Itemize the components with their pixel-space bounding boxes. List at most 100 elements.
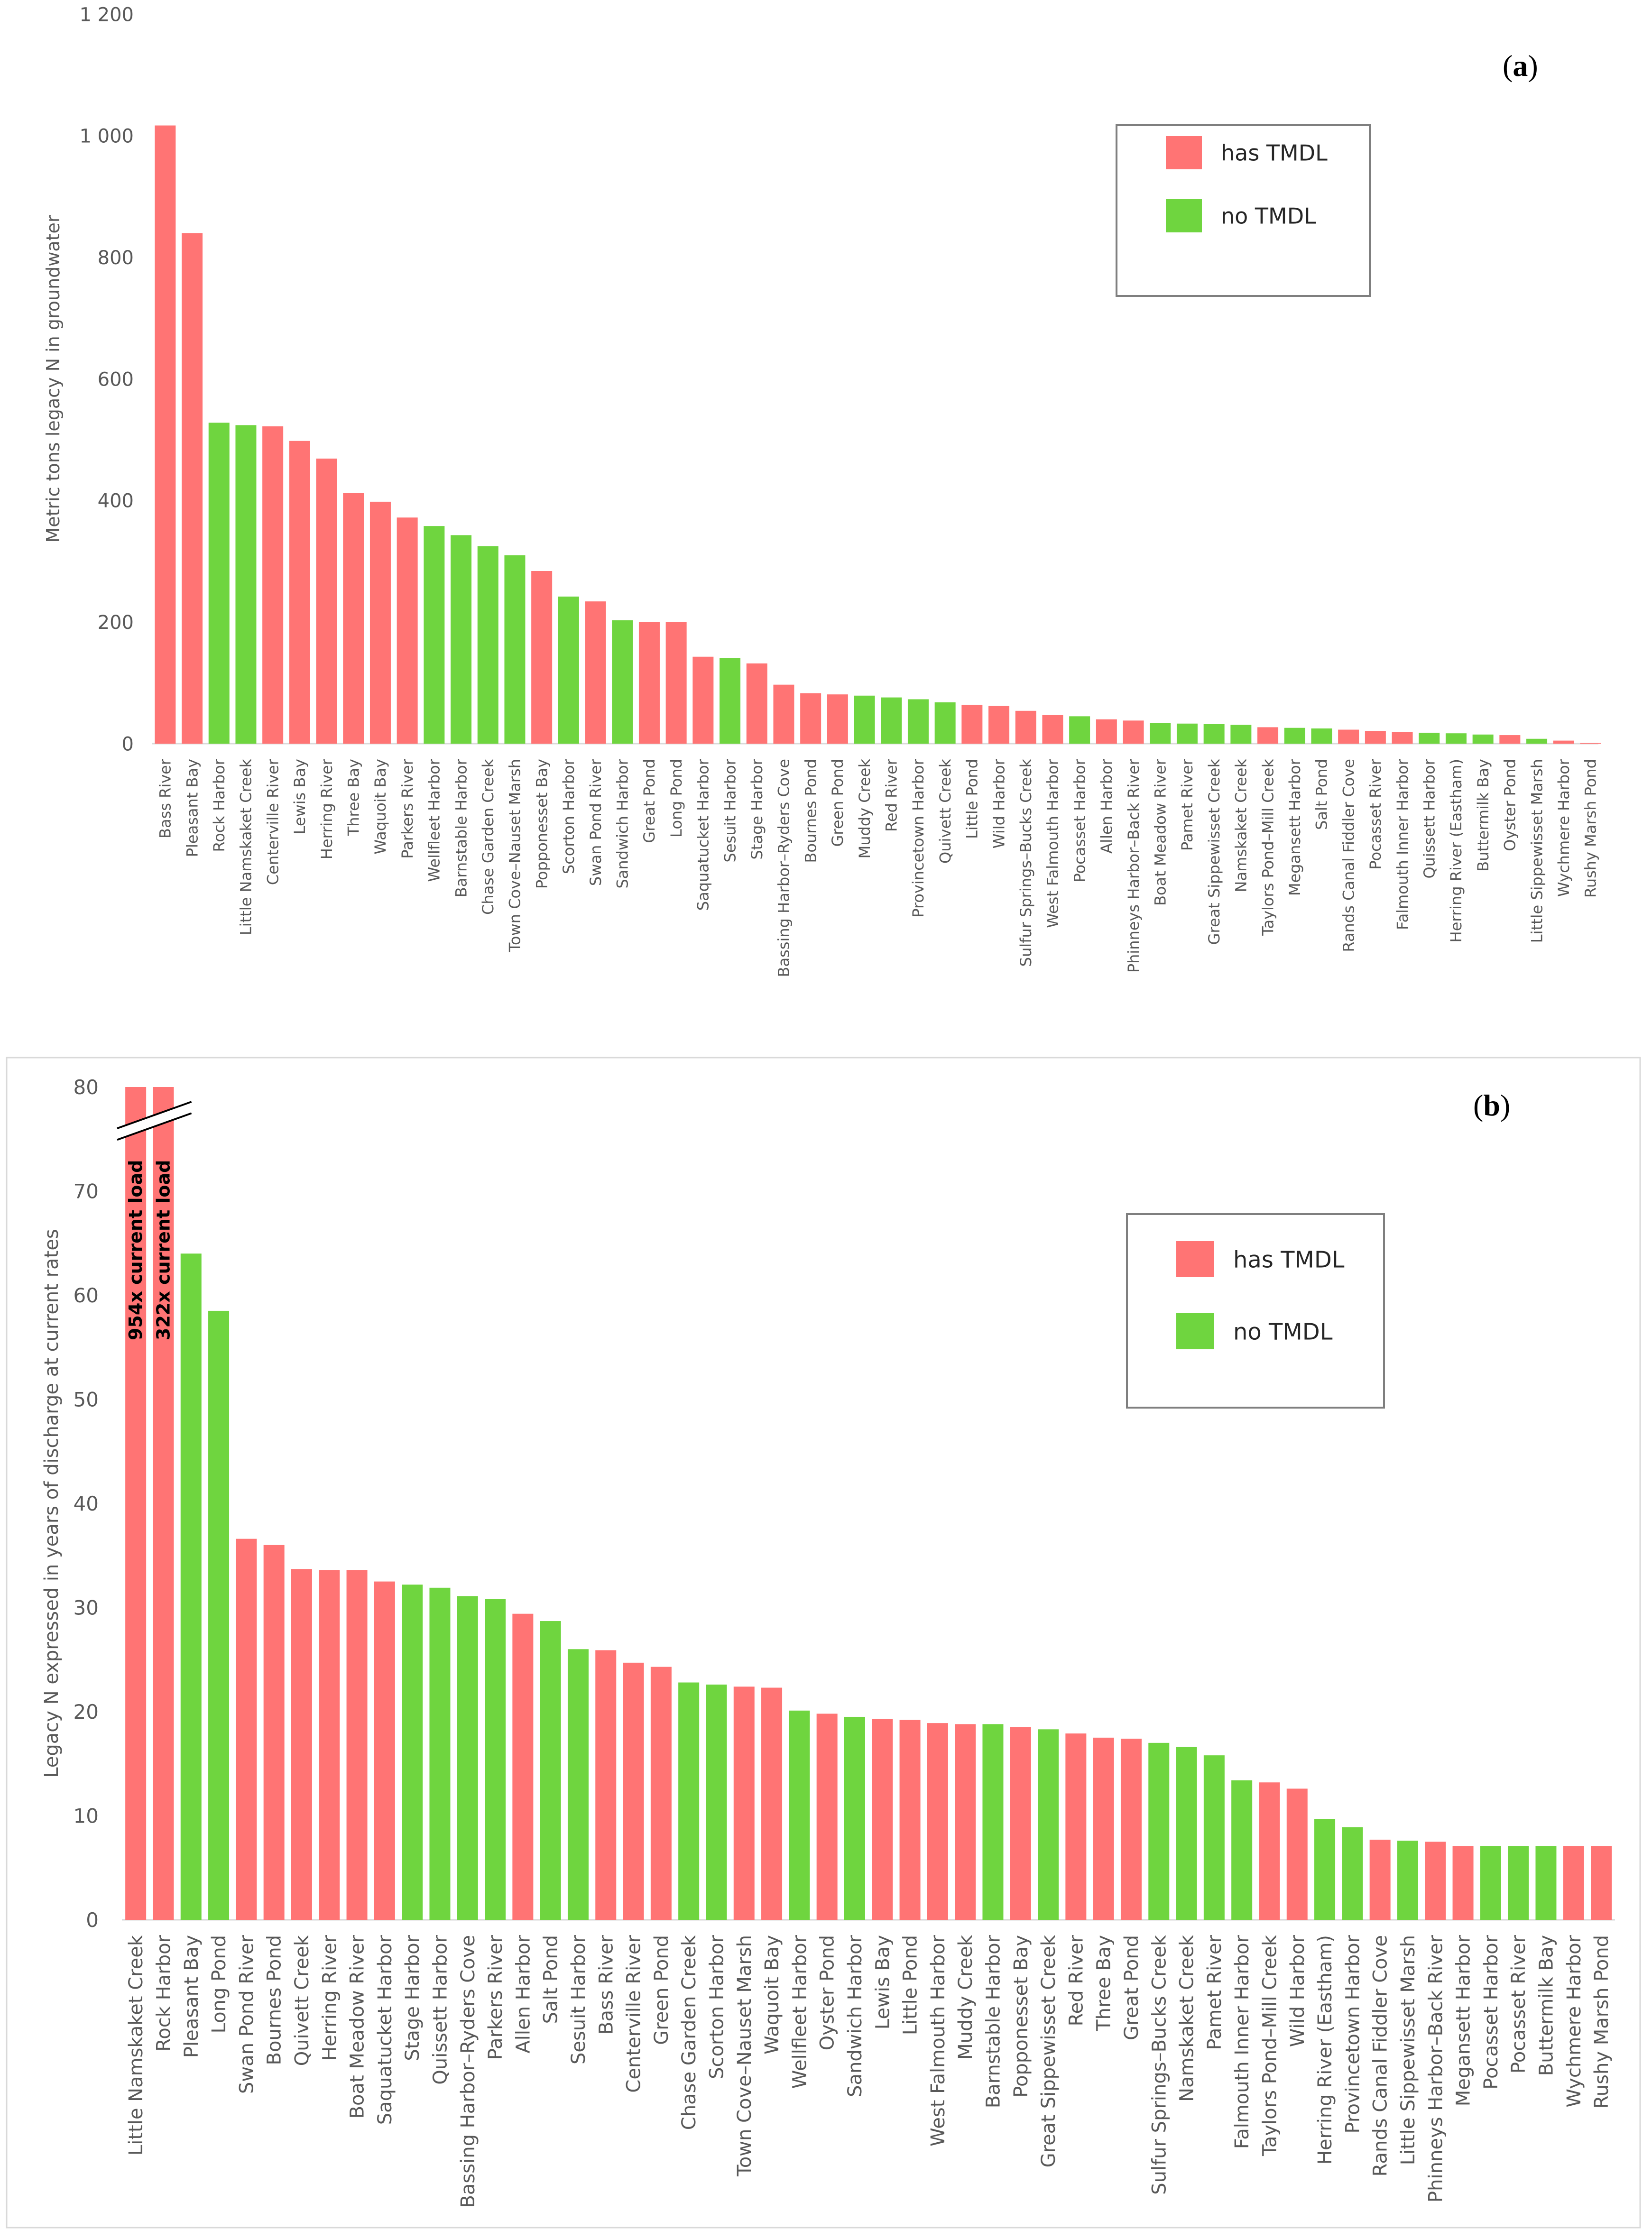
y-tick-label: 50 xyxy=(74,1388,99,1411)
category-label: Barnstable Harbor xyxy=(452,758,470,897)
category-label: Bass River xyxy=(157,758,175,838)
bar-namskaket-creek xyxy=(1230,725,1252,744)
category-label: Herring River (Eastham) xyxy=(1314,1935,1336,2165)
legend-label: has TMDL xyxy=(1221,140,1328,166)
bar-falmouth-inner-harbor xyxy=(1392,732,1413,744)
bar-buttermilk-bay xyxy=(1535,1846,1557,1920)
bar-green-pond xyxy=(827,694,848,744)
category-label: Barnstable Harbor xyxy=(982,1935,1004,2108)
category-label: Muddy Creek xyxy=(856,759,874,859)
bar-great-pond xyxy=(638,622,660,744)
category-label: Little Sippewisset Marsh xyxy=(1397,1935,1419,2165)
bar-lewis-bay xyxy=(289,441,310,744)
panel-label-open: ( xyxy=(1473,1088,1483,1122)
category-label: Bassing Harbor–Ryders Cove xyxy=(457,1935,479,2208)
bar-barnstable-harbor xyxy=(451,535,472,744)
y-tick-label: 60 xyxy=(74,1284,99,1307)
category-label: Centerville River xyxy=(264,758,282,885)
category-label: Scorton Harbor xyxy=(560,758,578,874)
category-label: Boat Meadow River xyxy=(1151,758,1169,906)
category-label: Buttermilk Bay xyxy=(1474,759,1492,872)
bar-wellfleet-harbor xyxy=(789,1710,810,1920)
axis-break-mark xyxy=(117,1101,192,1130)
legend-swatch-has-tmdl xyxy=(1166,136,1202,169)
panel-label-letter: a xyxy=(1513,49,1528,83)
bar-swan-pond-river xyxy=(585,601,606,744)
y-tick-label: 80 xyxy=(74,1076,99,1099)
y-tick-label: 800 xyxy=(98,247,134,269)
bar-rushy-marsh-pond xyxy=(1591,1846,1612,1920)
category-label: Herring River xyxy=(318,758,336,859)
bar-scorton-harbor xyxy=(558,596,579,744)
category-label: Bass River xyxy=(595,1935,617,2035)
bar-phinneys-harbor-back-river xyxy=(1123,720,1144,744)
chart-panel-b: 0 10 20 30 40 50 60 70 80 Legacy N expressed in y… xyxy=(6,1057,1641,2229)
category-label: Wild Harbor xyxy=(990,758,1008,848)
category-label: Allen Harbor xyxy=(1098,758,1116,854)
bar-taylors-pond-mill-creek xyxy=(1259,1782,1280,1920)
category-label: Herring River xyxy=(319,1935,341,2061)
category-label: Taylors Pond–Mill Creek xyxy=(1259,759,1277,936)
category-label: Bournes Pond xyxy=(802,759,820,863)
bar-herring-river xyxy=(319,1570,340,1920)
bar-red-river xyxy=(881,697,902,744)
bar-parkers-river xyxy=(485,1599,506,1920)
bar-bournes-pond xyxy=(263,1545,285,1920)
bar-boat-meadow-river xyxy=(1150,723,1171,744)
category-label: Long Pond xyxy=(667,759,685,838)
category-label: Pocasset River xyxy=(1508,1935,1530,2073)
bar-annotation: 322x current load xyxy=(153,1160,174,1340)
legend-frame xyxy=(1116,124,1371,297)
category-label: Parkers River xyxy=(485,1935,507,2060)
category-label: Popponesset Bay xyxy=(533,759,551,889)
category-label: Scorton Harbor xyxy=(706,1935,728,2079)
category-label: Salt Pond xyxy=(1313,759,1331,830)
category-label: Pleasant Bay xyxy=(183,759,201,857)
bar-sulfur-springs-bucks-creek xyxy=(1015,710,1036,744)
bar-pamet-river xyxy=(1203,1755,1225,1920)
bar-wellfleet-harbor xyxy=(424,526,445,744)
bar-bass-river xyxy=(155,125,176,744)
bar-bass-river xyxy=(595,1650,617,1920)
category-label: Rock Harbor xyxy=(153,1935,175,2051)
bar-pocasset-river xyxy=(1365,731,1386,744)
bar-quivett-creek xyxy=(291,1569,312,1920)
bar-west-falmouth-harbor xyxy=(1042,715,1063,744)
bar-wychmere-harbor xyxy=(1563,1846,1584,1920)
category-label: Red River xyxy=(882,758,900,832)
y-tick-label: 1 200 xyxy=(79,4,134,26)
legend-swatch-has-tmdl xyxy=(1176,1241,1214,1277)
y-tick-label: 10 xyxy=(74,1805,99,1828)
y-tick-label: 30 xyxy=(74,1596,99,1620)
y-tick-label: 600 xyxy=(98,369,134,390)
bar-wild-harbor xyxy=(1286,1788,1308,1920)
bar-chase-garden-creek xyxy=(678,1682,700,1920)
category-label: Parkers River xyxy=(398,758,416,858)
bar-lewis-bay xyxy=(872,1719,893,1920)
category-label: Town Cove–Nauset Marsh xyxy=(506,759,524,952)
category-label: Wychmere Harbor xyxy=(1563,1935,1585,2107)
legend-label: no TMDL xyxy=(1233,1318,1333,1345)
chart-panel-a: 0 200 400 600 800 1 000 1 200 Metric tons legac… xyxy=(43,4,1601,977)
bar-quissett-harbor xyxy=(429,1587,451,1920)
category-label: Little Namskaket Creek xyxy=(125,1935,147,2156)
category-label: Pamet River xyxy=(1178,758,1196,851)
category-label: Bassing Harbor–Ryders Cove xyxy=(775,759,793,977)
bar-sandwich-harbor xyxy=(844,1716,865,1920)
category-label: Swan Pond River xyxy=(587,758,605,886)
axis-break-gap xyxy=(117,1103,192,1139)
category-label: Waquoit Bay xyxy=(761,1935,783,2055)
category-label: Pamet River xyxy=(1204,1935,1226,2050)
bar-town-cove-nauset-marsh xyxy=(733,1686,755,1920)
panel-label-open: ( xyxy=(1503,49,1513,83)
bar-pocasset-harbor xyxy=(1480,1846,1501,1920)
y-tick-label: 0 xyxy=(86,1908,99,1932)
category-label: Quivett Creek xyxy=(291,1935,313,2066)
bar-pleasant-bay xyxy=(180,1253,202,1920)
category-label: Sesuit Harbor xyxy=(568,1935,590,2064)
category-label: Wellfleet Harbor xyxy=(789,1935,811,2089)
y-tick-label: 200 xyxy=(98,612,134,634)
category-label: Sandwich Harbor xyxy=(613,758,631,888)
bar-barnstable-harbor xyxy=(982,1724,1004,1920)
bar-muddy-creek xyxy=(854,695,875,744)
